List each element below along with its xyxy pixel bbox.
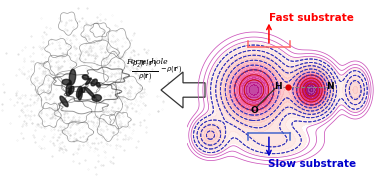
Text: $\rho(\mathbf{r})$: $\rho(\mathbf{r})$: [138, 71, 152, 81]
Ellipse shape: [82, 87, 85, 92]
Ellipse shape: [60, 96, 68, 107]
Ellipse shape: [86, 78, 91, 85]
Ellipse shape: [92, 95, 101, 101]
Ellipse shape: [76, 86, 82, 98]
Ellipse shape: [96, 83, 100, 87]
Ellipse shape: [62, 79, 71, 85]
Ellipse shape: [85, 87, 95, 98]
Ellipse shape: [66, 83, 71, 96]
Text: O: O: [250, 106, 258, 115]
Text: H: H: [274, 82, 282, 91]
Text: Slow substrate: Slow substrate: [268, 159, 356, 168]
Text: Fast substrate: Fast substrate: [269, 13, 354, 23]
Ellipse shape: [69, 69, 76, 85]
Polygon shape: [161, 72, 205, 108]
Text: $-\,\rho(\mathbf{r}^{\prime})$: $-\,\rho(\mathbf{r}^{\prime})$: [160, 65, 182, 76]
Ellipse shape: [78, 88, 82, 100]
Ellipse shape: [69, 86, 74, 94]
Ellipse shape: [91, 79, 97, 86]
Text: $\rho_2(\mathbf{r},\mathbf{r}^{\prime})$: $\rho_2(\mathbf{r},\mathbf{r}^{\prime})$: [132, 59, 158, 70]
Text: Fermi hole: Fermi hole: [126, 58, 168, 66]
Text: N: N: [326, 82, 334, 91]
Ellipse shape: [82, 75, 89, 80]
